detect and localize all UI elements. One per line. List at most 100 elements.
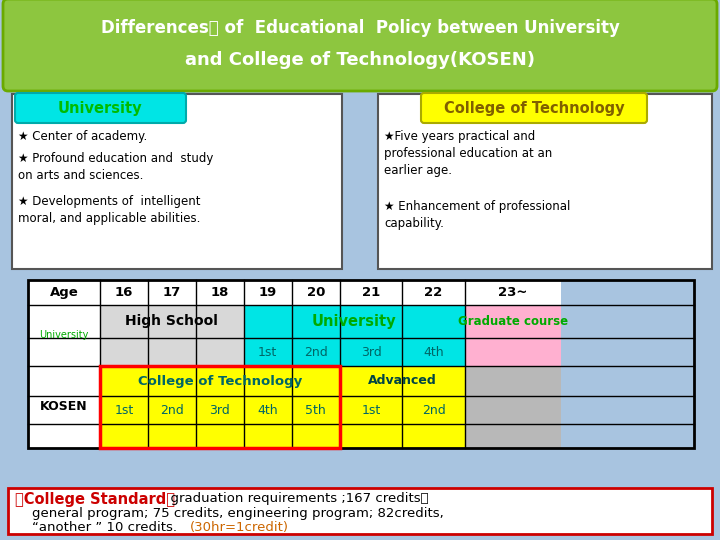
- Bar: [148, 338, 196, 366]
- Bar: [28, 366, 100, 396]
- Bar: [244, 305, 292, 338]
- Bar: [340, 305, 402, 338]
- Text: 3rd: 3rd: [361, 346, 382, 359]
- Bar: [100, 305, 148, 338]
- Bar: [196, 366, 244, 396]
- Bar: [244, 396, 292, 424]
- Bar: [8, 488, 712, 534]
- Bar: [196, 396, 244, 424]
- Bar: [28, 280, 100, 305]
- Bar: [465, 338, 561, 366]
- Text: general program; 75 credits, engineering program; 82credits,: general program; 75 credits, engineering…: [15, 507, 444, 520]
- Bar: [402, 366, 465, 396]
- Text: Graduate course: Graduate course: [458, 315, 568, 328]
- Text: (30hr=1credit): (30hr=1credit): [190, 521, 289, 534]
- Text: KOSEN: KOSEN: [40, 401, 88, 414]
- Text: ★ Profound education and  study
on arts and sciences.: ★ Profound education and study on arts a…: [18, 152, 213, 182]
- Bar: [244, 366, 292, 396]
- Bar: [465, 396, 561, 424]
- Text: ★ Developments of  intelligent
moral, and applicable abilities.: ★ Developments of intelligent moral, and…: [18, 195, 200, 225]
- Text: 18: 18: [211, 286, 229, 299]
- Bar: [148, 396, 196, 424]
- Bar: [402, 424, 465, 448]
- Text: 17: 17: [163, 286, 181, 299]
- Text: 1st: 1st: [361, 403, 381, 416]
- Bar: [244, 338, 292, 366]
- Bar: [340, 280, 402, 305]
- Bar: [292, 424, 340, 448]
- Bar: [196, 305, 244, 338]
- Bar: [148, 424, 196, 448]
- Bar: [196, 338, 244, 366]
- Bar: [402, 338, 465, 366]
- Text: ★ Center of academy.: ★ Center of academy.: [18, 130, 148, 143]
- Text: 1st: 1st: [114, 403, 133, 416]
- Text: 「College Standard」: 「College Standard」: [15, 492, 175, 507]
- Bar: [100, 424, 148, 448]
- Bar: [148, 305, 196, 338]
- Bar: [378, 94, 712, 269]
- Bar: [402, 305, 465, 338]
- FancyBboxPatch shape: [15, 93, 186, 123]
- Bar: [196, 280, 244, 305]
- Bar: [340, 424, 402, 448]
- Bar: [100, 338, 148, 366]
- Bar: [292, 305, 340, 338]
- Bar: [465, 280, 561, 305]
- Text: graduation requirements ;167 credits、: graduation requirements ;167 credits、: [162, 492, 428, 505]
- Bar: [465, 305, 561, 338]
- Text: Advanced: Advanced: [368, 375, 436, 388]
- Text: 2nd: 2nd: [422, 403, 446, 416]
- Text: University: University: [58, 102, 143, 117]
- Text: 22: 22: [425, 286, 443, 299]
- Bar: [12, 94, 342, 269]
- Bar: [292, 280, 340, 305]
- Text: and College of Technology(KOSEN): and College of Technology(KOSEN): [185, 51, 535, 69]
- Text: 5th: 5th: [305, 403, 326, 416]
- Text: 2nd: 2nd: [304, 346, 328, 359]
- Text: 19: 19: [258, 286, 277, 299]
- Bar: [340, 396, 402, 424]
- Bar: [292, 338, 340, 366]
- Bar: [292, 366, 340, 396]
- Bar: [28, 338, 100, 366]
- Text: 4th: 4th: [258, 403, 278, 416]
- Text: College of Technology: College of Technology: [444, 102, 624, 117]
- Bar: [402, 396, 465, 424]
- Bar: [292, 396, 340, 424]
- Bar: [244, 280, 292, 305]
- Bar: [28, 424, 100, 448]
- Bar: [340, 338, 402, 366]
- FancyBboxPatch shape: [3, 0, 717, 91]
- Text: ★ Enhancement of professional
capability.: ★ Enhancement of professional capability…: [384, 200, 570, 230]
- Bar: [340, 366, 402, 396]
- Text: Age: Age: [50, 286, 78, 299]
- Text: 1st: 1st: [258, 346, 277, 359]
- Text: “another ” 10 credits.: “another ” 10 credits.: [15, 521, 190, 534]
- Text: ★Five years practical and
professional education at an
earlier age.: ★Five years practical and professional e…: [384, 130, 552, 177]
- Text: Differences　 of  Educational  Policy between University: Differences of Educational Policy betwee…: [101, 19, 619, 37]
- Text: 2nd: 2nd: [160, 403, 184, 416]
- Bar: [100, 396, 148, 424]
- Bar: [28, 280, 694, 448]
- Text: 3rd: 3rd: [210, 403, 230, 416]
- Text: 4th: 4th: [423, 346, 444, 359]
- Bar: [28, 305, 100, 338]
- Bar: [465, 424, 561, 448]
- Bar: [148, 280, 196, 305]
- Text: University: University: [40, 330, 89, 341]
- Bar: [100, 366, 148, 396]
- Text: 23~: 23~: [498, 286, 528, 299]
- Bar: [148, 366, 196, 396]
- Bar: [28, 396, 100, 424]
- Bar: [244, 424, 292, 448]
- FancyBboxPatch shape: [421, 93, 647, 123]
- Text: College of Technology: College of Technology: [138, 375, 302, 388]
- Bar: [196, 424, 244, 448]
- Text: High School: High School: [125, 314, 218, 328]
- Bar: [100, 366, 340, 448]
- Bar: [100, 280, 148, 305]
- Bar: [465, 366, 561, 396]
- Text: 16: 16: [114, 286, 133, 299]
- Bar: [402, 280, 465, 305]
